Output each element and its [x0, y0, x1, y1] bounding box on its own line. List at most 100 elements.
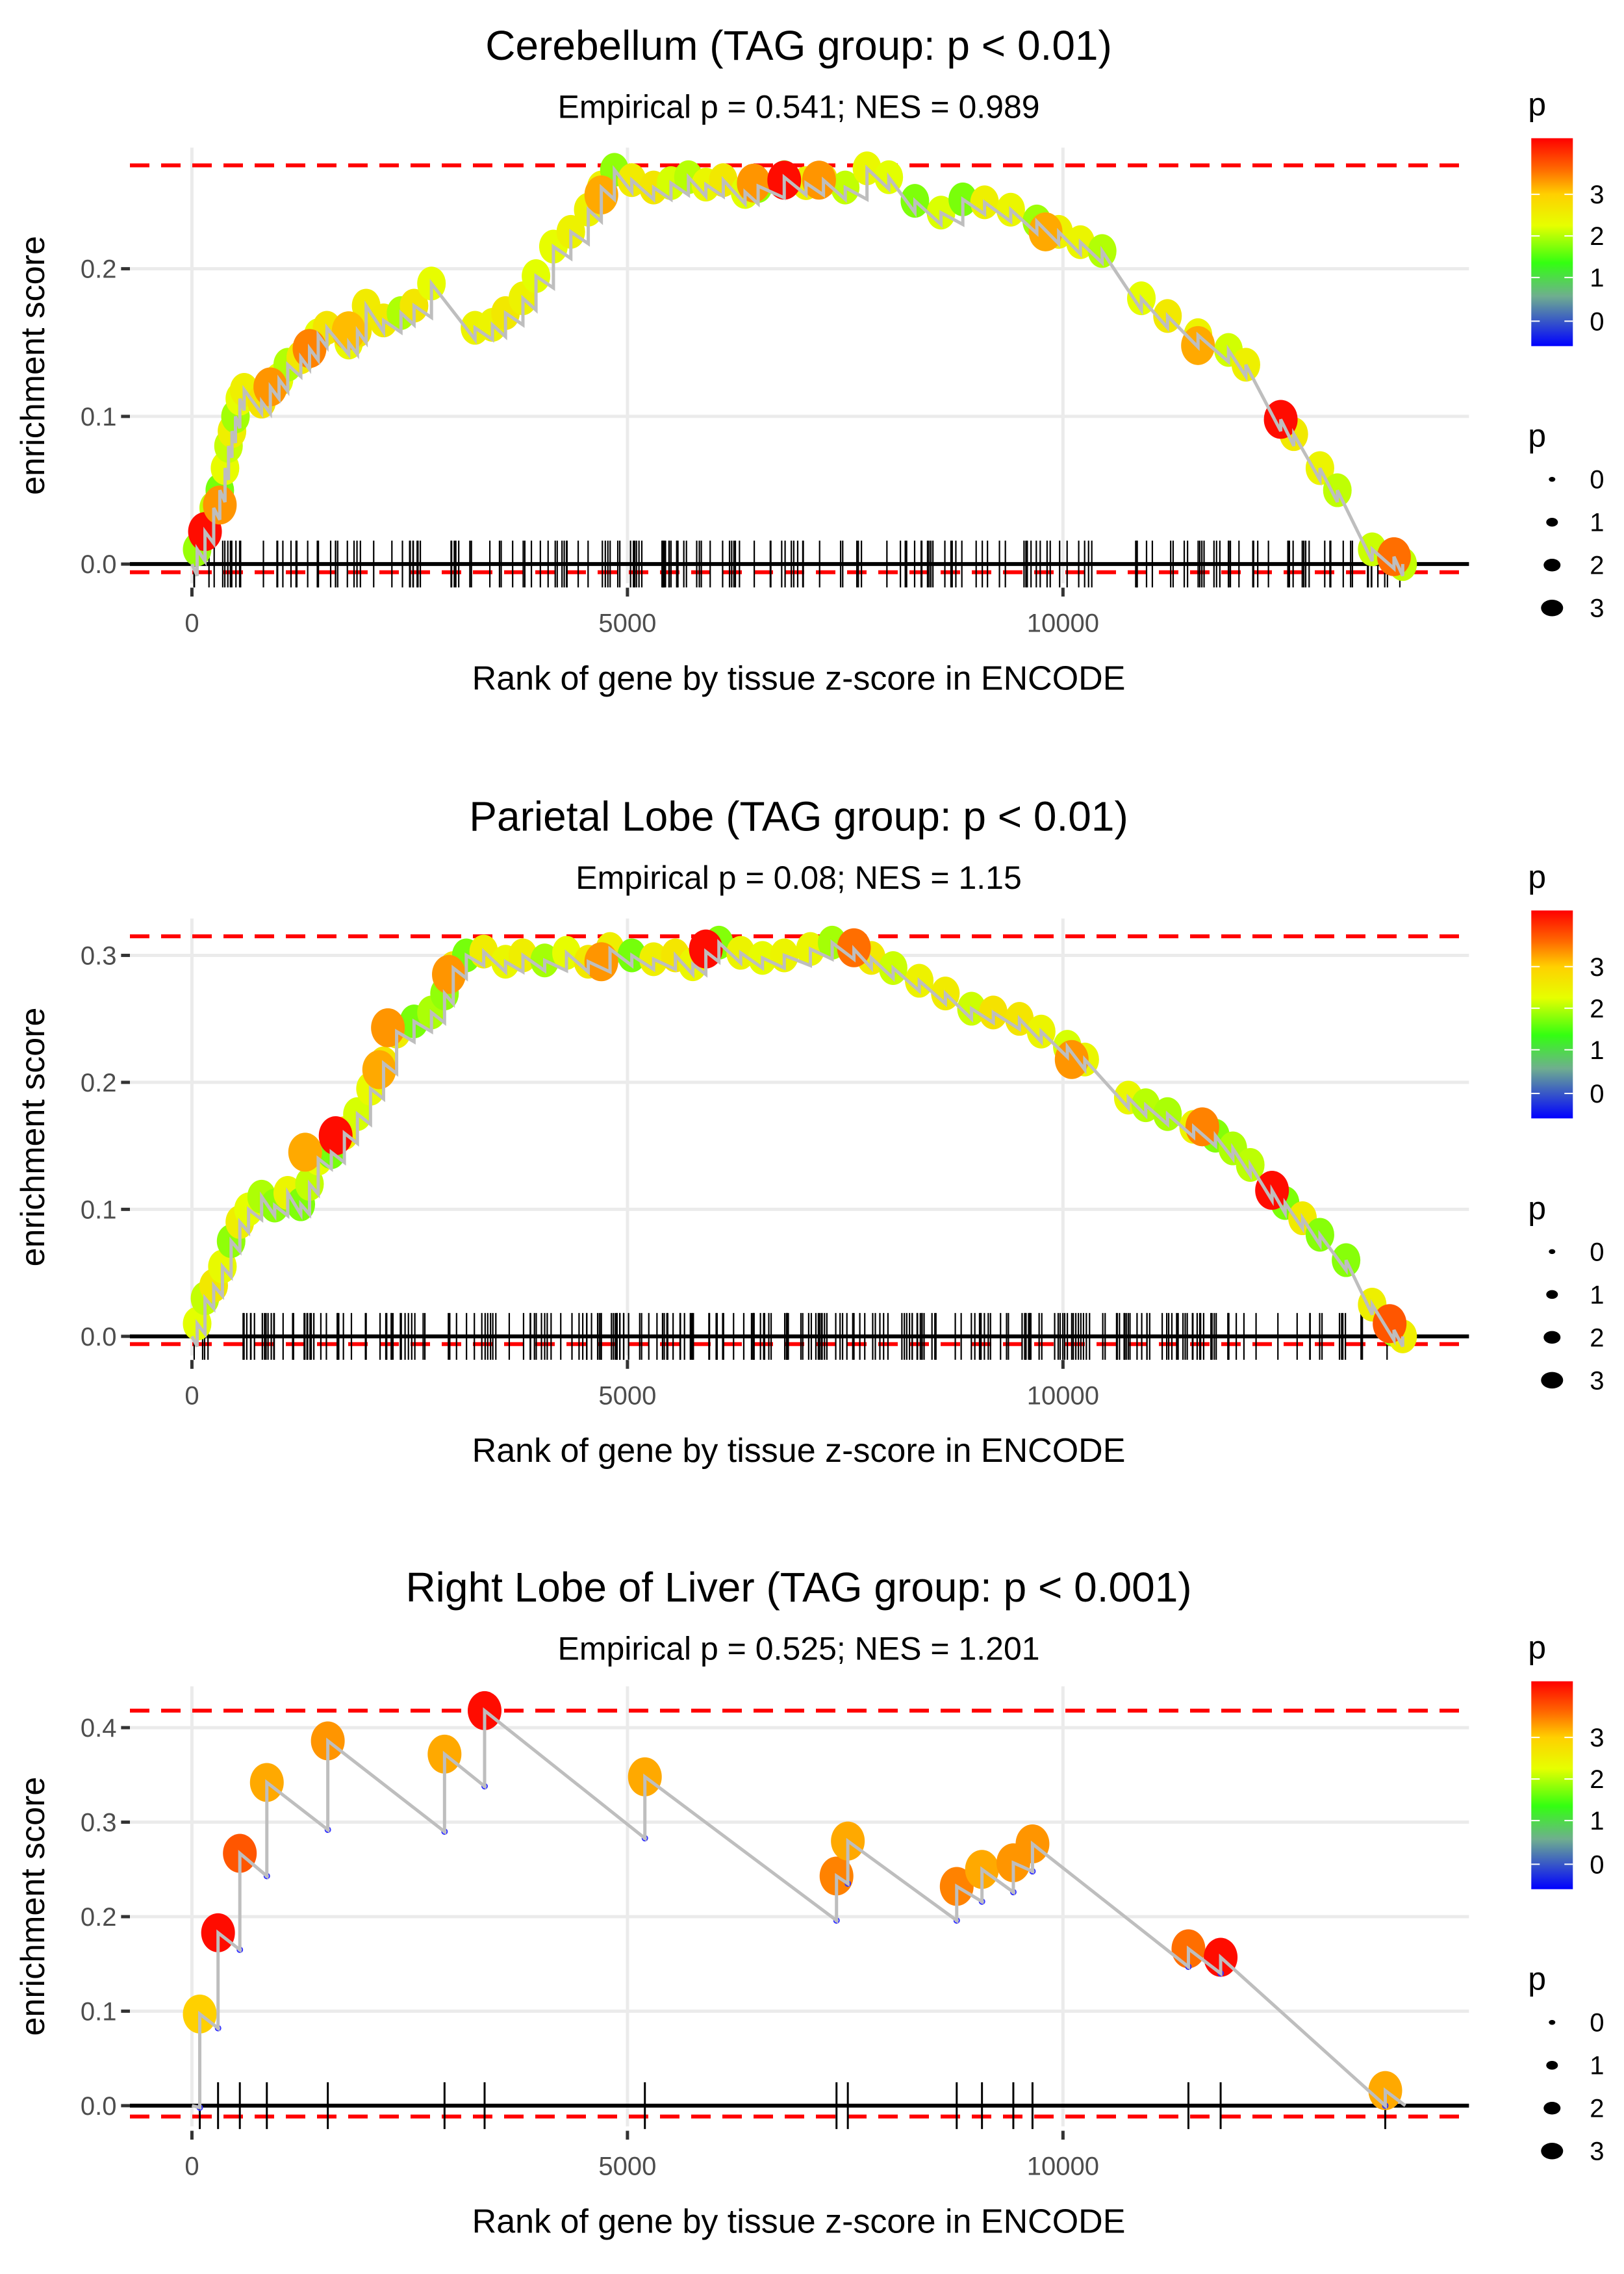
color-bar: [1531, 138, 1573, 346]
color-legend-label: 0: [1590, 307, 1604, 336]
x-tick-label: 10000: [1027, 1381, 1099, 1410]
size-legend-dot: [1549, 1249, 1556, 1255]
size-legend-dot: [1549, 476, 1556, 482]
y-tick-label: 0.0: [81, 1323, 117, 1351]
y-tick-label: 0.0: [81, 550, 117, 579]
x-axis-title: Rank of gene by tissue z-score in ENCODE: [472, 659, 1126, 697]
x-tick-label: 10000: [1027, 609, 1099, 638]
es-point-highlight: [802, 160, 836, 200]
y-axis-title: enrichment score: [14, 1777, 52, 2036]
chart-subtitle: Empirical p = 0.08; NES = 1.15: [576, 860, 1021, 896]
size-legend-label: 2: [1590, 1323, 1604, 1352]
chart-title: Right Lobe of Liver (TAG group: p < 0.00…: [405, 1564, 1191, 1611]
size-legend-dot: [1541, 1372, 1564, 1389]
y-tick-label: 0.1: [81, 1195, 117, 1224]
color-legend-label: 2: [1590, 1765, 1604, 1794]
y-tick-label: 0.2: [81, 1903, 117, 1932]
size-legend-label: 0: [1590, 466, 1604, 494]
color-legend-label: 3: [1590, 953, 1604, 982]
x-tick-label: 5000: [598, 609, 656, 638]
x-tick-label: 5000: [598, 1381, 656, 1410]
size-legend-label: 1: [1590, 1281, 1604, 1309]
size-legend-dot: [1541, 2142, 1564, 2160]
size-legend-title: p: [1528, 418, 1546, 454]
y-tick-label: 0.1: [81, 403, 117, 431]
running-es-line: [190, 164, 1404, 577]
x-tick-label: 5000: [598, 2153, 656, 2181]
color-legend-label: 0: [1590, 1850, 1604, 1879]
running-es-line: [191, 1707, 1406, 2110]
chart-subtitle: Empirical p = 0.525; NES = 1.201: [557, 1630, 1039, 1667]
color-legend-label: 0: [1590, 1080, 1604, 1108]
gridlines: [130, 147, 1469, 583]
size-legend-label: 3: [1590, 2138, 1604, 2166]
size-legend-dot: [1543, 2101, 1561, 2115]
y-tick-label: 0.3: [81, 1809, 117, 1837]
color-legend-label: 2: [1590, 222, 1604, 251]
size-legend-title: p: [1528, 1961, 1546, 1997]
legend: p 3 2 1 0 p 0 1 2 3: [1528, 1629, 1604, 2166]
color-legend-label: 1: [1590, 1036, 1604, 1065]
x-axis-title: Rank of gene by tissue z-score in ENCODE: [472, 1432, 1126, 1470]
size-legend-label: 1: [1590, 2052, 1604, 2080]
running-es-line: [190, 939, 1404, 1348]
x-tick-label: 0: [184, 609, 199, 638]
es-point-highlight: [371, 1008, 405, 1047]
size-legend-label: 0: [1590, 2009, 1604, 2038]
legend: p 3 2 1 0 p 0 1 2 3: [1528, 858, 1604, 1395]
x-tick-label: 0: [184, 1381, 199, 1410]
size-legend-dot: [1549, 2019, 1556, 2025]
x-tick-label: 10000: [1027, 2153, 1099, 2181]
color-bar: [1531, 910, 1573, 1119]
y-axis-title: enrichment score: [14, 236, 52, 495]
x-axis-title: Rank of gene by tissue z-score in ENCODE: [472, 2203, 1126, 2240]
size-legend-title: p: [1528, 1190, 1546, 1226]
panel-2: Parietal Lobe (TAG group: p < 0.01) Empir…: [14, 793, 1604, 1470]
y-axis-title: enrichment score: [14, 1008, 52, 1267]
size-legend-dot: [1546, 2060, 1558, 2070]
y-tick-label: 0.2: [81, 255, 117, 284]
chart-title: Parietal Lobe (TAG group: p < 0.01): [469, 793, 1128, 840]
size-legend-label: 2: [1590, 552, 1604, 580]
size-legend-label: 2: [1590, 2095, 1604, 2123]
color-bar: [1531, 1681, 1573, 1889]
color-legend-label: 1: [1590, 264, 1604, 292]
size-legend-dot: [1543, 1331, 1561, 1344]
es-point-highlight: [362, 1050, 396, 1090]
y-tick-label: 0.3: [81, 941, 117, 970]
es-point-highlight: [737, 163, 771, 203]
color-legend-title: p: [1528, 858, 1546, 895]
es-point-highlight: [432, 954, 466, 994]
y-tick-label: 0.4: [81, 1714, 117, 1743]
x-tick-label: 0: [184, 2153, 199, 2181]
es-point-highlight: [1373, 1304, 1407, 1344]
color-legend-title: p: [1528, 1629, 1546, 1666]
es-points: [183, 1691, 1402, 2111]
size-legend-dot: [1543, 558, 1561, 572]
panel-1: Cerebellum (TAG group: p < 0.01) Empirica…: [14, 22, 1604, 697]
y-tick-label: 0.0: [81, 2092, 117, 2121]
size-legend-dot: [1546, 1290, 1558, 1299]
size-legend-dot: [1541, 599, 1564, 617]
chart-title: Cerebellum (TAG group: p < 0.01): [485, 22, 1112, 69]
y-tick-label: 0.1: [81, 1997, 117, 2026]
es-point-highlight: [288, 1132, 322, 1172]
color-legend-label: 1: [1590, 1807, 1604, 1835]
size-legend-label: 1: [1590, 509, 1604, 537]
color-legend-label: 3: [1590, 181, 1604, 209]
size-legend-label: 0: [1590, 1238, 1604, 1266]
es-points: [183, 925, 1417, 1353]
color-legend-label: 2: [1590, 995, 1604, 1023]
es-point-highlight: [1054, 1040, 1089, 1079]
size-legend-dot: [1546, 517, 1558, 527]
y-tick-label: 0.2: [81, 1069, 117, 1097]
color-legend-label: 3: [1590, 1724, 1604, 1752]
es-points: [183, 151, 1417, 581]
chart-subtitle: Empirical p = 0.541; NES = 0.989: [557, 89, 1039, 125]
panel-3: Right Lobe of Liver (TAG group: p < 0.00…: [14, 1564, 1604, 2240]
color-legend-title: p: [1528, 86, 1546, 123]
legend: p 3 2 1 0 p 0 1 2 3: [1528, 86, 1604, 623]
size-legend-label: 3: [1590, 1366, 1604, 1395]
size-legend-label: 3: [1590, 594, 1604, 623]
